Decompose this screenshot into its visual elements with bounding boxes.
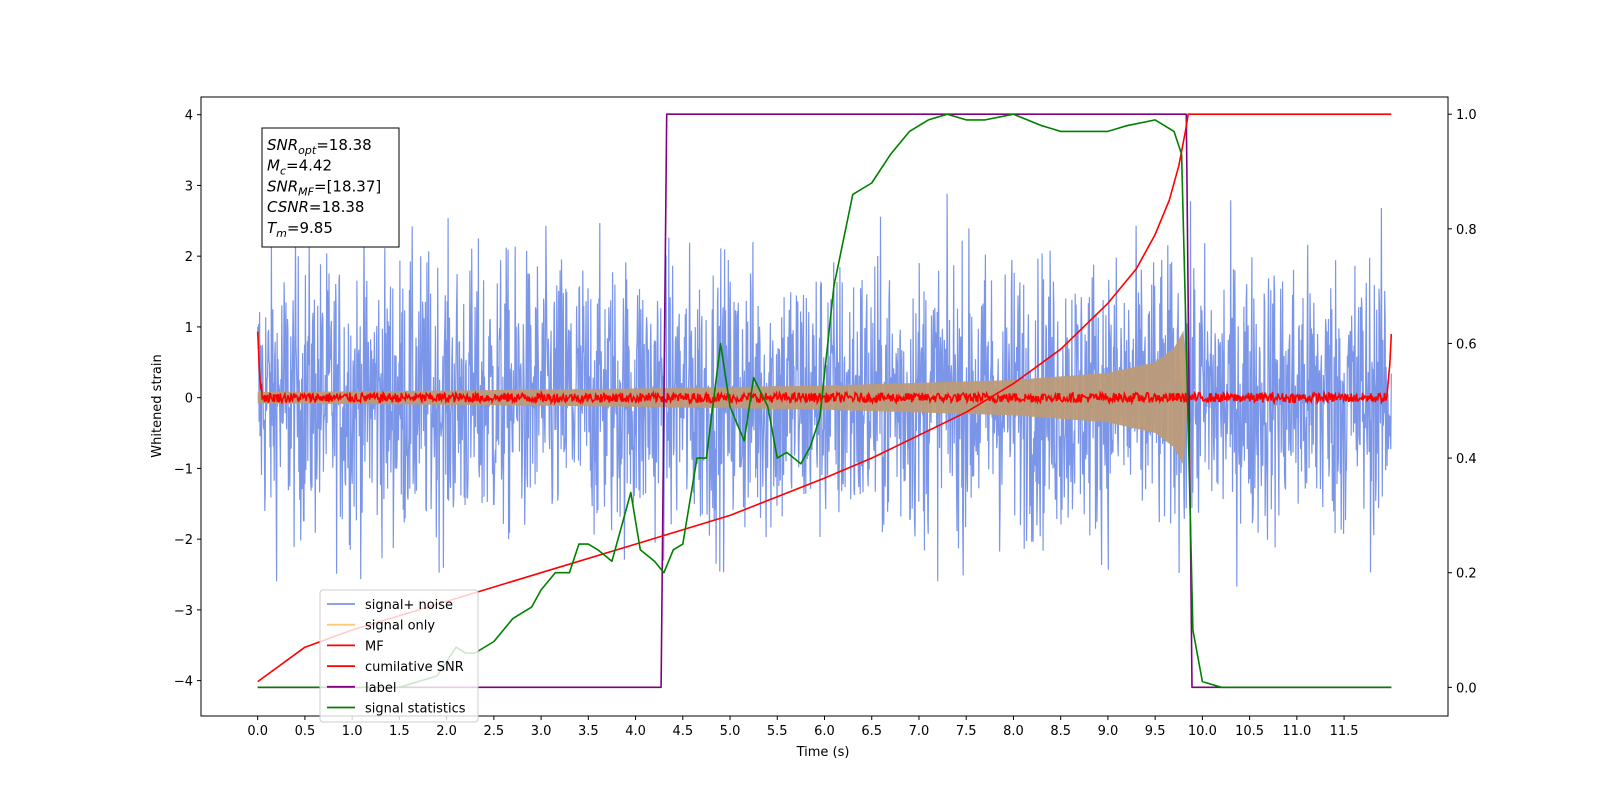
x-tick-label: 3.5 <box>578 724 599 739</box>
x-tick-label: 7.0 <box>909 724 930 739</box>
y-axis-left: −4 −3 −2 −1 0 1 2 3 4 <box>174 109 201 690</box>
x-tick-label: 8.0 <box>1003 724 1024 739</box>
x-tick-label: 9.5 <box>1145 724 1166 739</box>
legend: signal+ noise signal only MF cumilative SNR… <box>319 589 479 723</box>
x-tick-label: 5.0 <box>720 724 741 739</box>
y-right-tick-label: 0.0 <box>1456 681 1477 696</box>
y-right-tick-label: 0.4 <box>1456 452 1477 467</box>
info-box: SNRopt=18.38Mc=4.42SNRMF=[18.37]CSNR=18.… <box>261 127 400 248</box>
x-tick-label: 2.5 <box>484 724 505 739</box>
x-axis-label: Time (s) <box>796 745 850 760</box>
legend-item-label: cumilative SNR <box>365 660 464 675</box>
x-tick-label: 10.5 <box>1235 724 1264 739</box>
info-box-entry: SNRMF=[18.37] <box>267 177 381 198</box>
legend-item-label: label <box>365 681 396 696</box>
y-left-tick-label: −3 <box>174 604 193 619</box>
x-tick-label: 4.5 <box>672 724 693 739</box>
y-left-tick-label: 4 <box>185 109 193 124</box>
series-signal-statistics-line <box>257 113 1392 689</box>
y-left-tick-label: 0 <box>185 392 193 407</box>
y-axis-label: Whitened strain <box>150 354 165 457</box>
x-tick-label: 0.0 <box>247 724 268 739</box>
x-tick-label: 6.0 <box>814 724 835 739</box>
y-right-tick-label: 0.8 <box>1456 223 1477 238</box>
legend-item-label: signal+ noise <box>365 598 453 613</box>
info-box-entry: Tm=9.85 <box>267 219 333 240</box>
y-left-tick-label: 1 <box>185 321 193 336</box>
info-box-entry: SNRopt=18.38 <box>267 136 372 157</box>
legend-item-label: signal only <box>365 619 435 634</box>
legend-item-label: MF <box>365 639 384 654</box>
x-tick-label: 9.0 <box>1098 724 1119 739</box>
x-tick-label: 4.0 <box>625 724 646 739</box>
y-left-tick-label: 3 <box>185 179 193 194</box>
x-tick-label: 6.5 <box>861 724 882 739</box>
info-box-frame <box>261 127 400 248</box>
y-axis-right: 0.0 0.2 0.4 0.6 0.8 1.0 <box>1448 108 1477 696</box>
x-tick-label: 3.0 <box>531 724 552 739</box>
legend-item-label: signal statistics <box>365 702 466 717</box>
x-tick-label: 0.5 <box>295 724 316 739</box>
x-tick-label: 1.0 <box>342 724 363 739</box>
y-right-tick-label: 0.6 <box>1456 337 1477 352</box>
y-left-tick-label: −4 <box>174 675 193 690</box>
y-right-tick-label: 0.2 <box>1456 567 1477 582</box>
y-left-tick-label: 2 <box>185 250 193 265</box>
x-tick-label: 5.5 <box>767 724 788 739</box>
x-tick-label: 10.0 <box>1188 724 1217 739</box>
info-box-entry: CSNR=18.38 <box>267 198 364 216</box>
info-box-entry: Mc=4.42 <box>267 157 332 178</box>
x-tick-label: 1.5 <box>389 724 410 739</box>
x-tick-label: 2.0 <box>436 724 457 739</box>
y-left-tick-label: −1 <box>174 462 193 477</box>
legend-frame <box>319 589 479 723</box>
series-mf-line <box>256 331 1393 406</box>
x-tick-label: 11.5 <box>1330 724 1359 739</box>
x-tick-label: 11.0 <box>1282 724 1311 739</box>
x-tick-label: 8.5 <box>1050 724 1071 739</box>
y-right-tick-label: 1.0 <box>1456 108 1477 123</box>
x-axis: 0.0 0.5 1.0 1.5 2.0 2.5 3.0 3.5 4.0 4.5 5.0 5.5 6.0 6… <box>247 716 1359 739</box>
y-left-tick-label: −2 <box>174 533 193 548</box>
x-tick-label: 7.5 <box>956 724 977 739</box>
